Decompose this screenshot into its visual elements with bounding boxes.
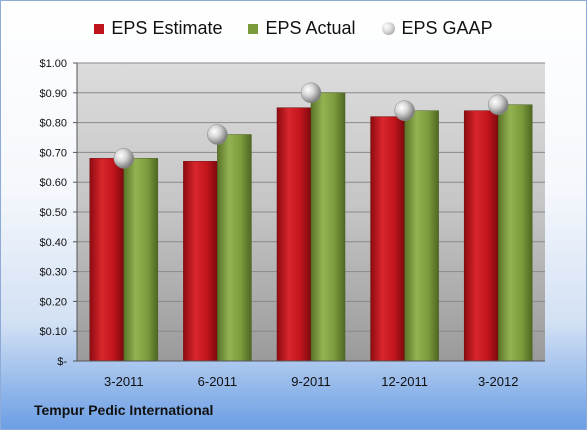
bar-eps-estimate xyxy=(370,116,405,362)
x-tick-label: 3-2012 xyxy=(478,374,518,389)
gaap-points xyxy=(113,82,509,169)
y-tick-label: $0.90 xyxy=(39,88,67,100)
y-tick-label: $0.20 xyxy=(39,296,67,308)
y-tick-label: $0.10 xyxy=(39,326,67,338)
y-tick-label: $- xyxy=(57,356,67,368)
bar-eps-estimate xyxy=(276,107,312,362)
point-eps-gaap xyxy=(113,148,135,169)
bars xyxy=(89,92,533,362)
point-eps-gaap xyxy=(487,94,509,115)
legend-label-actual: EPS Actual xyxy=(265,18,356,38)
y-tick-label: $0.40 xyxy=(39,237,67,249)
point-eps-gaap xyxy=(300,82,322,104)
bar-eps-actual xyxy=(217,134,252,362)
bar-eps-actual xyxy=(123,158,159,362)
bar-eps-estimate xyxy=(463,110,499,362)
y-tick-label: $0.80 xyxy=(39,118,67,130)
x-tick-label: 12-2011 xyxy=(381,374,428,389)
legend-item-estimate: EPS Estimate xyxy=(94,18,222,39)
point-eps-gaap xyxy=(207,124,228,145)
y-tick-label: $0.60 xyxy=(39,177,67,189)
bar-eps-estimate xyxy=(89,158,125,362)
legend-swatch-estimate xyxy=(94,23,105,34)
y-tick-label: $1.00 xyxy=(39,58,67,70)
legend-marker-gaap xyxy=(381,22,395,35)
legend-item-gaap: EPS GAAP xyxy=(381,18,493,39)
bar-eps-actual xyxy=(310,92,346,362)
point-eps-gaap xyxy=(394,100,415,121)
legend-item-actual: EPS Actual xyxy=(248,18,356,39)
x-tick-label: 9-2011 xyxy=(291,374,331,389)
legend-label-gaap: EPS GAAP xyxy=(401,18,493,38)
y-axis: $- $0.10 $0.20 $0.30 $0.40 $0.50 $0.60 $0.70 $0.… xyxy=(39,58,78,368)
x-tick-label: 3-2011 xyxy=(104,374,144,389)
y-tick-label: $0.70 xyxy=(39,147,67,159)
legend-label-estimate: EPS Estimate xyxy=(111,18,223,38)
bar-eps-actual xyxy=(404,110,439,362)
bar-eps-estimate xyxy=(183,161,218,362)
bar-eps-actual xyxy=(497,104,533,362)
x-tick-label: 6-2011 xyxy=(198,374,238,389)
legend-swatch-actual xyxy=(248,23,259,34)
company-caption: Tempur Pedic International xyxy=(34,402,214,418)
chart-legend: EPS Estimate EPS Actual EPS GAAP xyxy=(1,18,586,39)
x-axis: 3-2011 6-2011 9-2011 12-2011 3-2012 xyxy=(77,360,545,389)
y-tick-label: $0.50 xyxy=(39,207,67,219)
y-tick-label: $0.30 xyxy=(39,267,67,279)
